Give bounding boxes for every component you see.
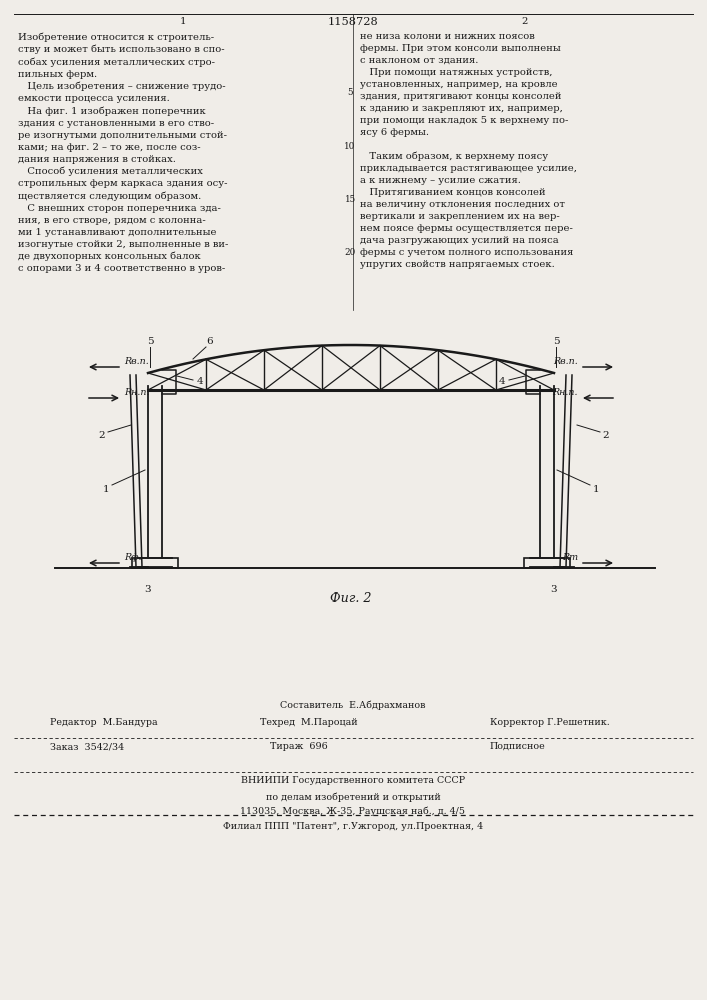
Text: 5: 5 bbox=[146, 336, 153, 346]
Text: по делам изобретений и открытий: по делам изобретений и открытий bbox=[266, 792, 440, 802]
Text: 1: 1 bbox=[180, 17, 186, 26]
Text: Изобретение относится к строитель-
ству и может быть использовано в спо-
собах у: Изобретение относится к строитель- ству … bbox=[18, 32, 228, 273]
Text: Rн.п.: Rн.п. bbox=[552, 388, 578, 397]
Text: 3: 3 bbox=[145, 585, 151, 594]
Text: Техред  М.Пароцай: Техред М.Пароцай bbox=[260, 718, 358, 727]
Text: 20: 20 bbox=[344, 248, 356, 257]
Text: ВНИИПИ Государственного комитета СССР: ВНИИПИ Государственного комитета СССР bbox=[241, 776, 465, 785]
Text: Составитель  Е.Абдрахманов: Составитель Е.Абдрахманов bbox=[280, 700, 426, 710]
Text: 113035, Москва, Ж-35, Раушская наб., д. 4/5: 113035, Москва, Ж-35, Раушская наб., д. … bbox=[240, 806, 465, 816]
Text: Rв.п.: Rв.п. bbox=[554, 357, 578, 366]
Text: Редактор  М.Бандура: Редактор М.Бандура bbox=[50, 718, 158, 727]
Text: Заказ  3542/34: Заказ 3542/34 bbox=[50, 742, 124, 751]
Text: Филиал ППП "Патент", г.Ужгород, ул.Проектная, 4: Филиал ППП "Патент", г.Ужгород, ул.Проек… bbox=[223, 822, 483, 831]
Text: Тираж  696: Тираж 696 bbox=[270, 742, 328, 751]
Text: Rн.п.: Rн.п. bbox=[124, 388, 149, 397]
Text: 2: 2 bbox=[99, 430, 105, 440]
Text: 4: 4 bbox=[197, 377, 204, 386]
Text: 1: 1 bbox=[103, 486, 110, 494]
Text: 5: 5 bbox=[553, 336, 559, 346]
Text: 5: 5 bbox=[347, 88, 353, 97]
Text: Корректор Г.Решетник.: Корректор Г.Решетник. bbox=[490, 718, 609, 727]
Text: 3: 3 bbox=[551, 585, 557, 594]
Text: 15: 15 bbox=[344, 195, 356, 204]
Text: Фиг. 2: Фиг. 2 bbox=[330, 592, 372, 605]
Text: Подписное: Подписное bbox=[490, 742, 546, 751]
Text: 10: 10 bbox=[344, 142, 356, 151]
Bar bbox=[132, 558, 178, 568]
Text: Rв.п.: Rв.п. bbox=[124, 357, 148, 366]
Text: 2: 2 bbox=[602, 430, 609, 440]
Text: Rт: Rт bbox=[562, 553, 578, 562]
Text: 2: 2 bbox=[521, 17, 527, 26]
Text: 4: 4 bbox=[498, 377, 506, 386]
Text: 1: 1 bbox=[592, 486, 600, 494]
Text: 1158728: 1158728 bbox=[327, 17, 378, 27]
Text: 6: 6 bbox=[206, 336, 214, 346]
Text: не низа колони и нижних поясов
фермы. При этом консоли выполнены
с наклоном от з: не низа колони и нижних поясов фермы. Пр… bbox=[360, 32, 577, 269]
Bar bbox=[524, 558, 570, 568]
Text: Rф.: Rф. bbox=[124, 553, 141, 562]
